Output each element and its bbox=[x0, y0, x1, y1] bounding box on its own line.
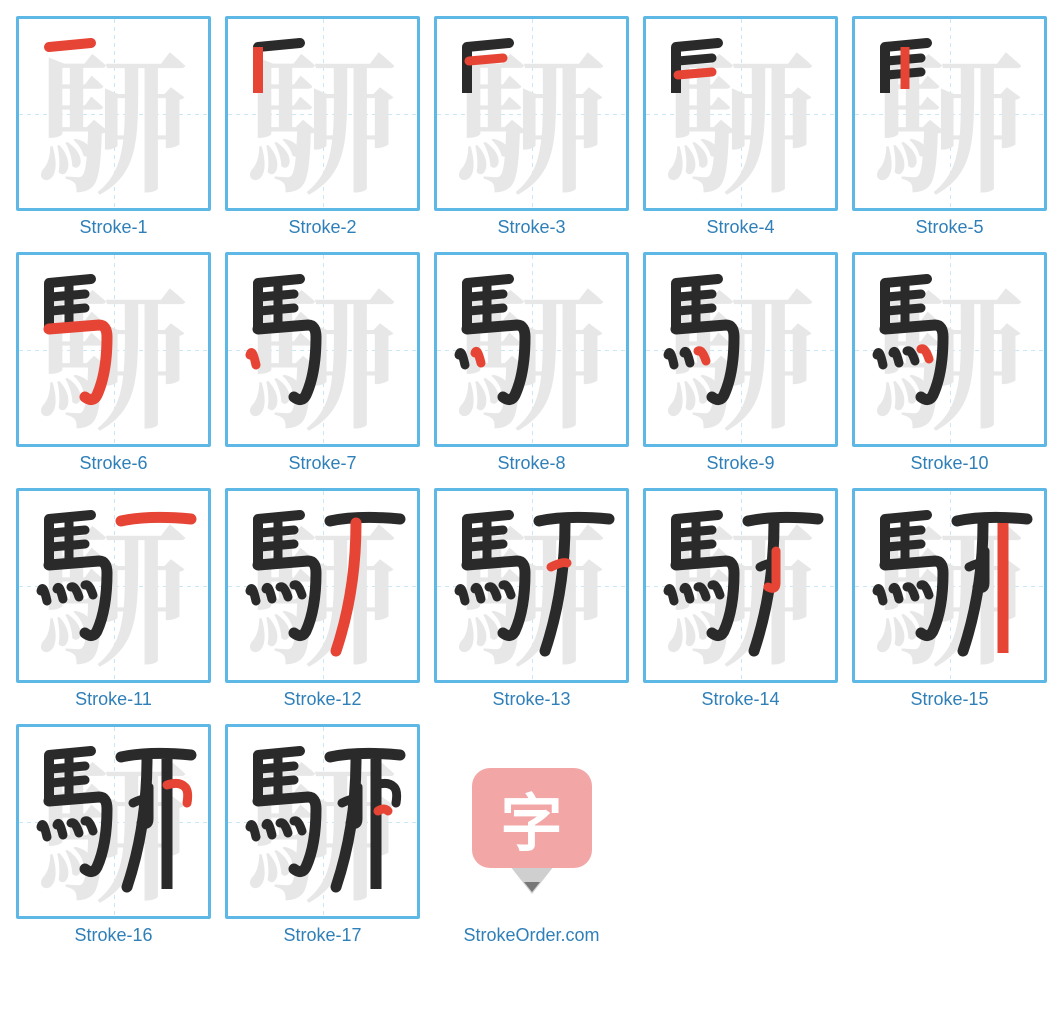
stroke-tile: 駵 bbox=[434, 16, 629, 211]
stroke-tile: 駵 bbox=[225, 724, 420, 919]
stroke-cell: 駵 Stroke-7 bbox=[225, 252, 420, 474]
stroke-label: Stroke-9 bbox=[706, 453, 774, 474]
stroke-cell: 駵 Stroke-8 bbox=[434, 252, 629, 474]
stroke-tile: 駵 bbox=[643, 252, 838, 447]
stroke-tile: 駵 bbox=[852, 488, 1047, 683]
stroke-label: Stroke-2 bbox=[288, 217, 356, 238]
stroke-tile: 駵 bbox=[225, 16, 420, 211]
stroke-label: Stroke-7 bbox=[288, 453, 356, 474]
stroke-label: Stroke-4 bbox=[706, 217, 774, 238]
stroke-cell: 駵 Stroke-6 bbox=[16, 252, 211, 474]
logo-tile: 字 bbox=[434, 724, 629, 919]
site-label: StrokeOrder.com bbox=[463, 925, 599, 946]
stroke-label: Stroke-1 bbox=[79, 217, 147, 238]
stroke-label: Stroke-17 bbox=[283, 925, 361, 946]
stroke-cell: 駵 Stroke-16 bbox=[16, 724, 211, 946]
stroke-label: Stroke-16 bbox=[74, 925, 152, 946]
stroke-label: Stroke-3 bbox=[497, 217, 565, 238]
stroke-label: Stroke-11 bbox=[75, 689, 152, 710]
stroke-label: Stroke-10 bbox=[910, 453, 988, 474]
stroke-cell: 駵 Stroke-9 bbox=[643, 252, 838, 474]
stroke-tile: 駵 bbox=[852, 252, 1047, 447]
stroke-cell: 駵 Stroke-13 bbox=[434, 488, 629, 710]
stroke-tile: 駵 bbox=[852, 16, 1047, 211]
stroke-cell: 駵 Stroke-11 bbox=[16, 488, 211, 710]
stroke-tile: 駵 bbox=[643, 16, 838, 211]
stroke-label: Stroke-13 bbox=[492, 689, 570, 710]
stroke-label: Stroke-15 bbox=[910, 689, 988, 710]
stroke-label: Stroke-8 bbox=[497, 453, 565, 474]
stroke-tile: 駵 bbox=[16, 488, 211, 683]
stroke-tile: 駵 bbox=[643, 488, 838, 683]
stroke-tile: 駵 bbox=[225, 488, 420, 683]
stroke-cell: 駵 Stroke-15 bbox=[852, 488, 1047, 710]
stroke-cell: 駵 Stroke-14 bbox=[643, 488, 838, 710]
stroke-tile: 駵 bbox=[16, 252, 211, 447]
stroke-label: Stroke-6 bbox=[79, 453, 147, 474]
stroke-label: Stroke-14 bbox=[701, 689, 779, 710]
logo-cell: 字 StrokeOrder.com bbox=[434, 724, 629, 946]
stroke-cell: 駵 Stroke-17 bbox=[225, 724, 420, 946]
pencil-lead-icon bbox=[524, 882, 540, 892]
stroke-label: Stroke-12 bbox=[283, 689, 361, 710]
logo-icon: 字 bbox=[472, 768, 592, 868]
stroke-tile: 駵 bbox=[225, 252, 420, 447]
stroke-label: Stroke-5 bbox=[915, 217, 983, 238]
stroke-tile: 駵 bbox=[434, 488, 629, 683]
stroke-cell: 駵 Stroke-10 bbox=[852, 252, 1047, 474]
stroke-cell: 駵 Stroke-2 bbox=[225, 16, 420, 238]
stroke-cell: 駵 Stroke-4 bbox=[643, 16, 838, 238]
stroke-cell: 駵 Stroke-1 bbox=[16, 16, 211, 238]
stroke-tile: 駵 bbox=[16, 16, 211, 211]
stroke-tile: 駵 bbox=[16, 724, 211, 919]
stroke-cell: 駵 Stroke-12 bbox=[225, 488, 420, 710]
stroke-grid: 駵 Stroke-1 駵 Stroke-2 駵 Stroke-3 駵 Stroke-4 駵 Str… bbox=[16, 16, 1034, 946]
stroke-cell: 駵 Stroke-5 bbox=[852, 16, 1047, 238]
stroke-cell: 駵 Stroke-3 bbox=[434, 16, 629, 238]
stroke-tile: 駵 bbox=[434, 252, 629, 447]
